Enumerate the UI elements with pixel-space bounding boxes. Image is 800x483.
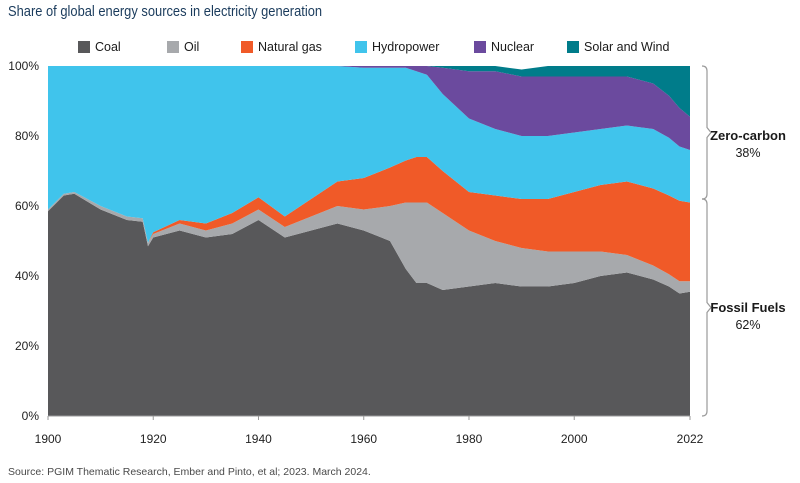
zero-carbon-annotation: Zero-carbon 38% <box>698 128 798 160</box>
legend-item-oil: Oil <box>167 40 199 54</box>
area-series-natural-gas <box>48 157 690 282</box>
x-tick-label: 1900 <box>35 432 62 446</box>
legend-label-nuclear: Nuclear <box>491 40 535 54</box>
x-tick-label: 1960 <box>350 432 377 446</box>
bracket-fossil-fuels <box>701 198 712 417</box>
chart-title: Share of global energy sources in electr… <box>8 3 323 20</box>
bracket-zero-carbon <box>701 65 712 200</box>
area-series-hydropower <box>48 66 690 243</box>
y-tick-label: 100% <box>8 59 39 73</box>
area-series-coal <box>48 193 690 416</box>
y-tick-label: 80% <box>15 129 39 143</box>
area-series-nuclear <box>48 66 690 150</box>
fossil-fuels-annotation: Fossil Fuels 62% <box>698 300 798 332</box>
legend-item-nuclear: Nuclear <box>474 40 534 54</box>
legend-label-hydro: Hydropower <box>372 40 440 54</box>
source-note: Source: PGIM Thematic Research, Ember an… <box>8 466 371 478</box>
legend-label-oil: Oil <box>184 40 200 54</box>
legend-swatch-gas <box>241 41 253 53</box>
zero-carbon-value: 38% <box>735 146 761 160</box>
area-series-solar-and-wind <box>48 66 690 117</box>
fossil-fuels-label: Fossil Fuels <box>710 300 786 315</box>
zero-carbon-label: Zero-carbon <box>710 128 786 143</box>
fossil-fuels-value: 62% <box>735 318 761 332</box>
legend-swatch-coal <box>78 41 90 53</box>
legend-swatch-solarwind <box>567 41 579 53</box>
axis-layer: 0% 20% 40% 60% 80% 100% 1900 1920 1940 1960 1980 20… <box>8 59 703 446</box>
area-layer <box>48 66 690 416</box>
legend-label-coal: Coal <box>95 40 121 54</box>
legend-label-gas: Natural gas <box>258 40 322 54</box>
x-tick-label: 2022 <box>677 432 704 446</box>
x-tick-label: 1980 <box>456 432 483 446</box>
y-tick-label: 60% <box>15 199 39 213</box>
legend-item-gas: Natural gas <box>241 40 322 54</box>
legend-item-coal: Coal <box>78 40 121 54</box>
legend-item-hydro: Hydropower <box>355 40 439 54</box>
y-tick-label: 0% <box>22 409 40 423</box>
legend-swatch-hydro <box>355 41 367 53</box>
x-tick-label: 2000 <box>561 432 588 446</box>
x-tick-label: 1940 <box>245 432 272 446</box>
x-tick-label: 1920 <box>140 432 167 446</box>
legend-swatch-nuclear <box>474 41 486 53</box>
legend-item-solarwind: Solar and Wind <box>567 40 669 54</box>
y-tick-label: 40% <box>15 269 39 283</box>
area-series-oil <box>48 192 690 294</box>
y-tick-label: 20% <box>15 339 39 353</box>
legend-label-solarwind: Solar and Wind <box>584 40 670 54</box>
bracket-layer <box>701 65 712 417</box>
legend-swatch-oil <box>167 41 179 53</box>
